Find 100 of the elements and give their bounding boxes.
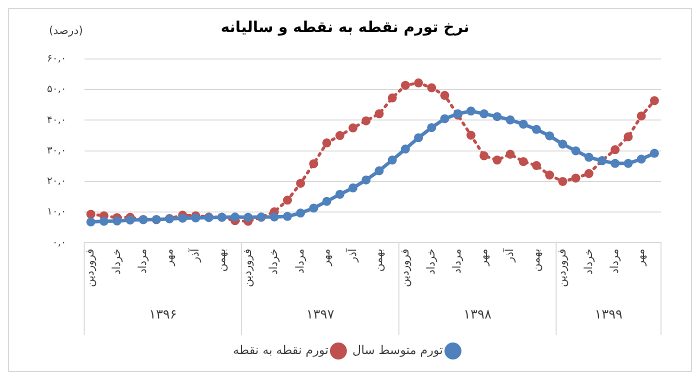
point bbox=[636, 154, 646, 164]
point bbox=[348, 183, 358, 192]
x-tick-label: فروردین bbox=[84, 248, 97, 288]
point bbox=[362, 116, 371, 126]
x-tick-label: آذر bbox=[188, 248, 202, 263]
point bbox=[518, 120, 528, 129]
point bbox=[414, 133, 424, 142]
point bbox=[506, 115, 515, 124]
point bbox=[348, 123, 358, 132]
point bbox=[545, 170, 554, 180]
point bbox=[270, 212, 279, 222]
point bbox=[584, 169, 594, 178]
chart-title: نرخ تورم نقطه به نقطه و سالیانه bbox=[220, 18, 470, 36]
point bbox=[309, 204, 318, 213]
x-tick-label: خرداد bbox=[424, 248, 438, 274]
point bbox=[584, 152, 594, 162]
text: ۱۳۹۷ bbox=[306, 307, 334, 322]
point bbox=[558, 140, 568, 149]
y-tick-label: ۲۰,۰ bbox=[46, 176, 66, 188]
y-tick-label: ۴۰,۰ bbox=[46, 114, 66, 126]
point bbox=[282, 212, 292, 221]
point bbox=[244, 212, 253, 222]
point bbox=[492, 156, 502, 165]
point bbox=[335, 190, 344, 199]
point bbox=[518, 157, 528, 166]
point bbox=[480, 151, 489, 160]
point bbox=[624, 158, 633, 168]
point bbox=[388, 156, 397, 165]
x-tick-label: فروردین bbox=[398, 248, 412, 288]
point bbox=[296, 208, 306, 218]
x-tick-label: آذر bbox=[502, 248, 516, 263]
point bbox=[427, 83, 436, 92]
point bbox=[374, 109, 384, 118]
text: ۱۳۹۹ bbox=[594, 307, 623, 322]
x-tick-label: مرداد bbox=[450, 248, 464, 274]
x-tick-label: مرداد bbox=[136, 248, 150, 274]
x-tick-label: بهمن bbox=[529, 248, 542, 272]
text: ۱۳۹۶ bbox=[148, 307, 177, 322]
point bbox=[126, 216, 135, 225]
x-tick-label: مهر bbox=[634, 248, 648, 267]
y-tick-label: ۵۰,۰ bbox=[46, 84, 66, 96]
point bbox=[427, 123, 436, 132]
point bbox=[545, 131, 554, 140]
point bbox=[322, 138, 332, 148]
point bbox=[230, 212, 240, 222]
x-tick-label: خرداد bbox=[110, 248, 123, 274]
point bbox=[86, 217, 96, 226]
point bbox=[99, 216, 108, 226]
point bbox=[400, 80, 410, 90]
point bbox=[309, 159, 318, 168]
point bbox=[571, 146, 580, 156]
point bbox=[296, 178, 306, 188]
x-tick-label: مرداد bbox=[293, 248, 306, 274]
point bbox=[571, 174, 580, 183]
point bbox=[414, 78, 424, 88]
point bbox=[400, 144, 410, 154]
y-tick-label: ۶۰,۰ bbox=[46, 54, 66, 65]
point bbox=[86, 210, 96, 219]
x-tick-label: بهمن bbox=[214, 248, 228, 272]
point bbox=[282, 196, 292, 205]
point bbox=[650, 148, 659, 158]
point bbox=[506, 150, 515, 159]
legend-label: تورم متوسط سال bbox=[352, 343, 443, 358]
point bbox=[388, 93, 397, 102]
x-tick-label: بهمن bbox=[372, 248, 386, 272]
point bbox=[532, 124, 541, 134]
point bbox=[374, 166, 384, 176]
point bbox=[532, 161, 541, 170]
point bbox=[362, 175, 371, 184]
x-tick-label: خرداد bbox=[267, 248, 280, 274]
y-tick-label: ۳۰,۰ bbox=[46, 145, 66, 156]
x-tick-label: مهر bbox=[476, 248, 490, 267]
point bbox=[466, 130, 476, 140]
text: ۱۳۹۸ bbox=[464, 307, 492, 322]
y-axis-title: (درصد) bbox=[49, 24, 83, 37]
point bbox=[610, 145, 620, 154]
point bbox=[492, 112, 502, 122]
x-tick-label: مهر bbox=[162, 248, 176, 267]
point bbox=[335, 131, 344, 140]
point bbox=[610, 158, 620, 168]
point bbox=[466, 106, 476, 116]
point bbox=[112, 216, 122, 226]
x-tick-label: خرداد bbox=[582, 248, 595, 274]
point bbox=[624, 132, 633, 142]
x-tick-label: مهر bbox=[320, 248, 333, 267]
point bbox=[440, 114, 450, 124]
x-tick-label: فروردین bbox=[240, 248, 254, 288]
point bbox=[480, 109, 489, 118]
point bbox=[650, 96, 659, 106]
point bbox=[558, 176, 568, 186]
x-tick-label: فروردین bbox=[556, 248, 569, 288]
point bbox=[322, 196, 332, 206]
point bbox=[636, 111, 646, 120]
x-tick-label: مرداد bbox=[608, 248, 621, 274]
point bbox=[440, 90, 450, 100]
legend-label: تورم نقطه به نقطه bbox=[233, 343, 328, 358]
x-tick-label: آذر bbox=[344, 248, 359, 263]
y-tick-label: ۰,۰ bbox=[52, 237, 66, 248]
point bbox=[178, 214, 188, 223]
y-tick-label: ۱۰,۰ bbox=[46, 206, 66, 218]
